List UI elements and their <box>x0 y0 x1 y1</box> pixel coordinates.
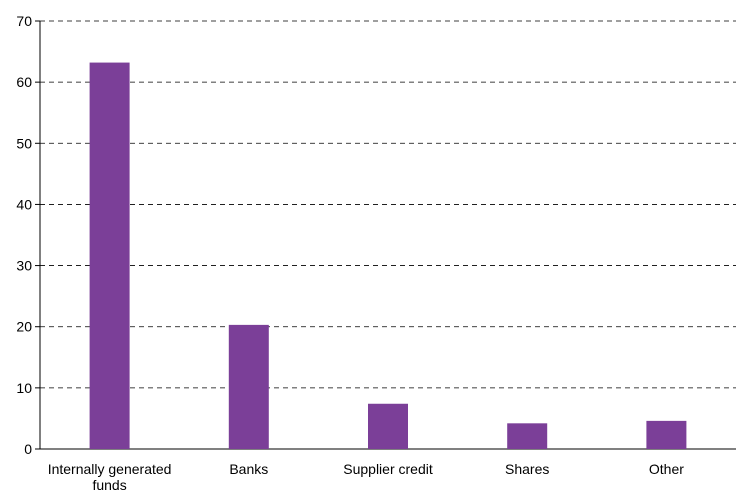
gridlines <box>40 20 736 389</box>
bar-4 <box>646 420 687 449</box>
x-tick-label-2: Supplier credit <box>343 461 433 477</box>
x-tick-label-0: Internally generated funds <box>48 461 172 493</box>
y-tick-label-0: 0 <box>24 441 32 457</box>
y-axis-ticks: 0 10 20 30 40 50 60 70 <box>16 13 40 457</box>
x-tick-label-4: Other <box>649 461 684 477</box>
y-tick-label-40: 40 <box>16 196 32 212</box>
y-tick-label-10: 10 <box>16 380 32 396</box>
y-tick-label-70: 70 <box>16 13 32 29</box>
y-tick-label-30: 30 <box>16 258 32 274</box>
bar-3 <box>507 423 548 449</box>
bar-1 <box>228 324 269 449</box>
x-axis-labels: Internally generated funds Banks Supplier c… <box>48 461 685 493</box>
y-tick-label-20: 20 <box>16 319 32 335</box>
x-tick-label-1: Banks <box>229 461 268 477</box>
x-tick-label-3: Shares <box>505 461 549 477</box>
y-tick-label-60: 60 <box>16 74 32 90</box>
bars <box>89 62 687 449</box>
y-tick-label-50: 50 <box>16 135 32 151</box>
bar-2 <box>368 403 408 449</box>
bar-0 <box>89 62 130 449</box>
